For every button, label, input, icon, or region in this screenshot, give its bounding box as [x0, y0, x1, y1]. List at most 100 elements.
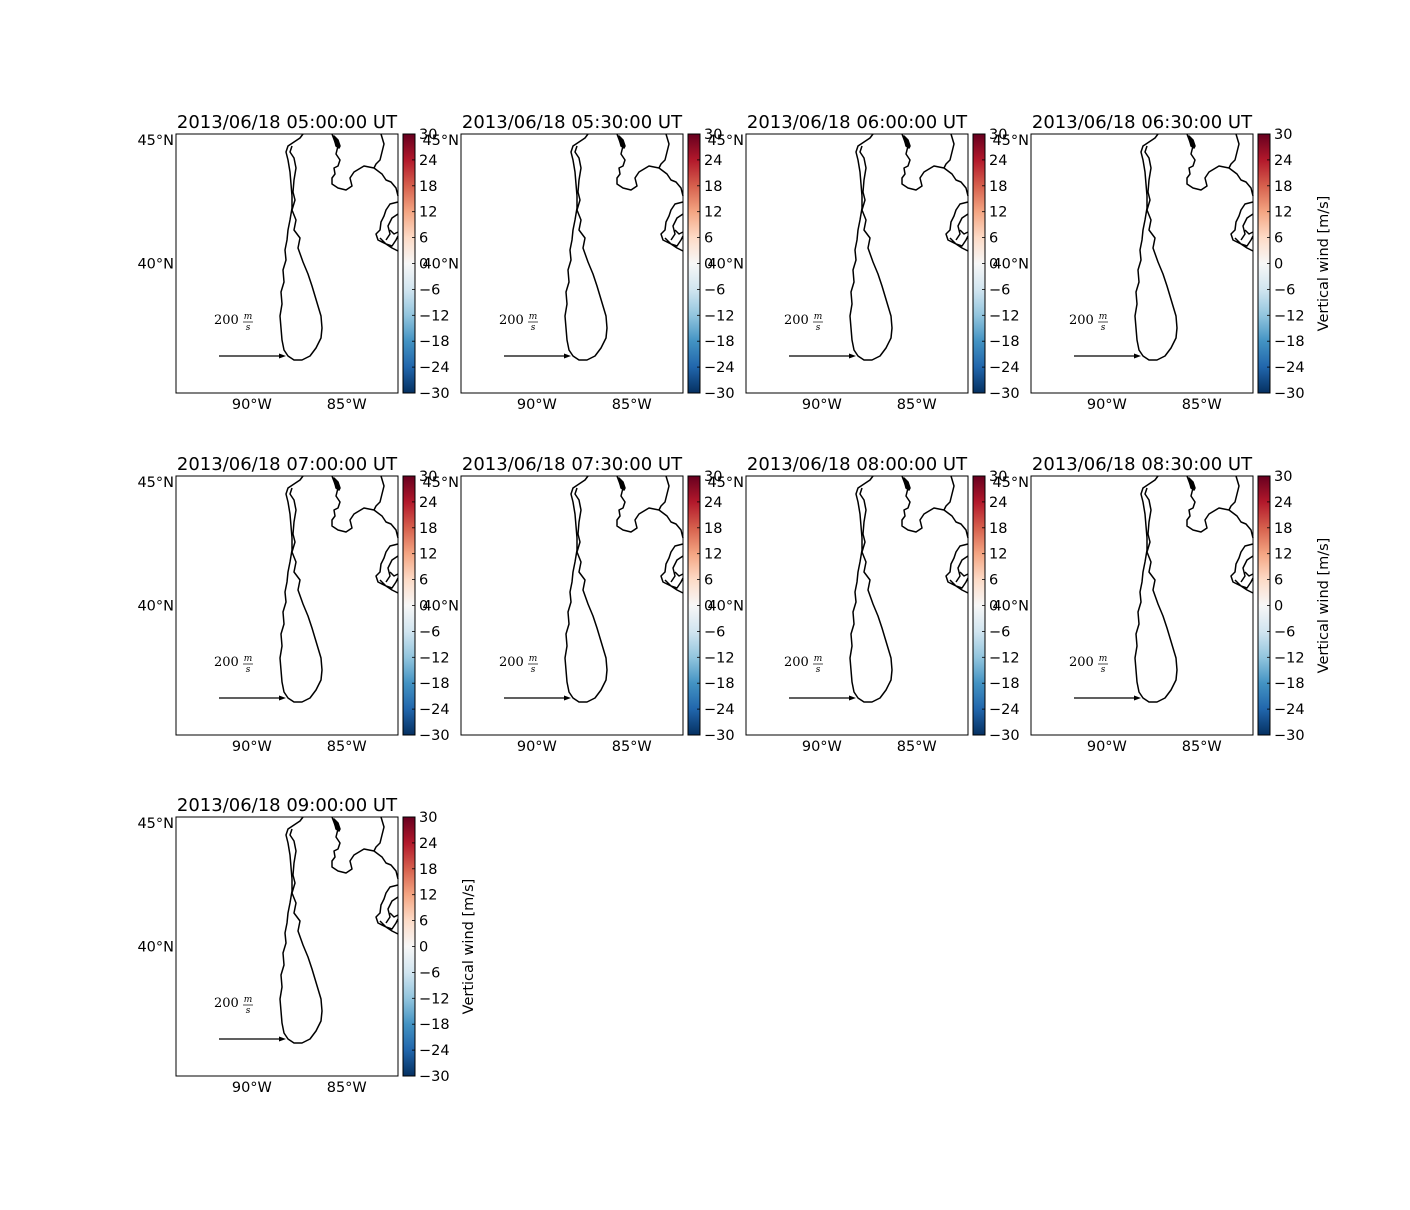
coastline-group — [1134, 133, 1254, 361]
colorbar-tick-label: 6 — [419, 914, 428, 930]
colorbar-tick-label: 24 — [1274, 153, 1292, 169]
quiver-key-unit-numerator: m — [814, 654, 823, 664]
colorbar-tick-label: 24 — [1274, 495, 1292, 511]
quiver-key-unit-denominator: s — [531, 323, 536, 333]
colorbar-tick-label: 12 — [989, 547, 1007, 563]
lon-tick-label: 90°W — [1087, 397, 1127, 413]
lat-tick-label: 45°N — [137, 816, 174, 832]
quiver-key-arrow-head — [849, 353, 856, 359]
lake-huron-coastline — [1228, 475, 1240, 511]
colorbar-tick-label: 24 — [989, 153, 1007, 169]
map-area — [746, 476, 968, 735]
colorbar-tick-label: −12 — [1274, 650, 1305, 666]
colorbar-tick-label: 24 — [419, 836, 437, 852]
colorbar-tick-label: −6 — [1274, 624, 1295, 640]
lake-erie-coastline — [660, 201, 684, 252]
colorbar-tick-label: 6 — [1274, 231, 1283, 247]
lon-tick-label: 90°W — [232, 739, 272, 755]
quiver-key-value: 200 — [784, 313, 809, 328]
mackinac-coastline — [618, 477, 626, 491]
quiver-key-arrow-head — [564, 695, 571, 701]
quiver-key: 200 ms — [499, 312, 571, 359]
quiver-key-unit-denominator: s — [246, 1006, 251, 1016]
mackinac-coastline — [618, 135, 626, 149]
map-area — [176, 817, 398, 1076]
colorbar-tick-label: 24 — [419, 153, 437, 169]
colorbar-tick-label: 30 — [1274, 127, 1292, 143]
lat-tick-label: 45°N — [422, 475, 459, 491]
quiver-key-unit-numerator: m — [244, 312, 253, 322]
lake-michigan-coastline — [564, 475, 608, 703]
upper-peninsula-coastline — [901, 133, 969, 197]
colorbar-tick-label: −24 — [1274, 702, 1305, 718]
colorbar-tick-label: −24 — [419, 360, 450, 376]
quiver-key-unit-denominator: s — [246, 665, 251, 675]
colorbar-tick-label: 6 — [419, 231, 428, 247]
colorbar-tick-label: 24 — [704, 153, 722, 169]
map-area — [746, 134, 968, 393]
map-frame — [1030, 133, 1254, 394]
colorbar-tick-label: −24 — [704, 360, 735, 376]
colorbar-tick-label: −18 — [419, 334, 450, 350]
colorbar-tick-label: −6 — [704, 624, 725, 640]
colorbar-tick-label: 0 — [704, 599, 713, 615]
panel-title: 2013/06/18 08:00:00 UT — [747, 454, 968, 475]
colorbar-tick-label: −24 — [989, 360, 1020, 376]
map-frame — [745, 475, 969, 736]
colorbar-tick-label: 18 — [419, 862, 437, 878]
colorbar-tick-label: 12 — [1274, 547, 1292, 563]
coastline-group — [279, 475, 399, 703]
lake-erie-coastline — [945, 543, 969, 594]
mackinac-coastline — [903, 135, 911, 149]
map-frame — [460, 475, 684, 736]
lake-huron-coastline — [1228, 133, 1240, 169]
upper-peninsula-coastline — [616, 475, 684, 539]
lat-tick-label: 40°N — [992, 599, 1029, 615]
colorbar-tick-label: −30 — [989, 386, 1020, 402]
lon-tick-label: 90°W — [1087, 739, 1127, 755]
quiver-key-unit-denominator: s — [246, 323, 251, 333]
lat-tick-label: 45°N — [992, 133, 1029, 149]
colorbar-tick-label: −12 — [419, 650, 450, 666]
map-area — [461, 476, 683, 735]
quiver-key-unit-denominator: s — [1101, 665, 1106, 675]
colorbar-tick-label: −24 — [1274, 360, 1305, 376]
lon-tick-label: 90°W — [802, 397, 842, 413]
colorbar-tick-label: 18 — [989, 179, 1007, 195]
colorbar-tick-label: 0 — [419, 599, 428, 615]
colorbar-tick-label: −30 — [1274, 728, 1305, 744]
lake-huron-coastline — [373, 133, 385, 169]
upper-peninsula-coastline — [331, 133, 399, 197]
panel-title: 2013/06/18 07:30:00 UT — [462, 454, 683, 475]
colorbar-tick-label: −6 — [989, 624, 1010, 640]
colorbar-tick-label: 30 — [989, 127, 1007, 143]
lat-tick-label: 40°N — [137, 599, 174, 615]
lake-huron-coastline — [373, 475, 385, 511]
lat-tick-label: 45°N — [992, 475, 1029, 491]
colorbar-tick-label: 18 — [1274, 179, 1292, 195]
quiver-key-unit-numerator: m — [814, 312, 823, 322]
colorbar-tick-label: 6 — [1274, 573, 1283, 589]
mackinac-coastline — [333, 135, 341, 149]
colorbar-tick-label: 6 — [989, 573, 998, 589]
lon-tick-label: 85°W — [612, 739, 652, 755]
lake-michigan-coastline — [1134, 475, 1178, 703]
lake-erie-coastline — [1230, 543, 1254, 594]
lon-tick-label: 90°W — [517, 739, 557, 755]
lon-tick-label: 85°W — [327, 1080, 367, 1096]
quiver-key: 200 ms — [214, 654, 286, 701]
lon-tick-label: 85°W — [1182, 397, 1222, 413]
colorbar-tick-label: 24 — [989, 495, 1007, 511]
quiver-key: 200 ms — [499, 654, 571, 701]
colorbar-tick-label: −12 — [704, 650, 735, 666]
lon-tick-label: 85°W — [327, 739, 367, 755]
panel-title: 2013/06/18 06:30:00 UT — [1032, 112, 1253, 133]
colorbar-tick-label: −18 — [704, 676, 735, 692]
colorbar-tick-label: 30 — [419, 127, 437, 143]
lat-tick-label: 40°N — [137, 940, 174, 956]
quiver-key-unit-denominator: s — [816, 323, 821, 333]
